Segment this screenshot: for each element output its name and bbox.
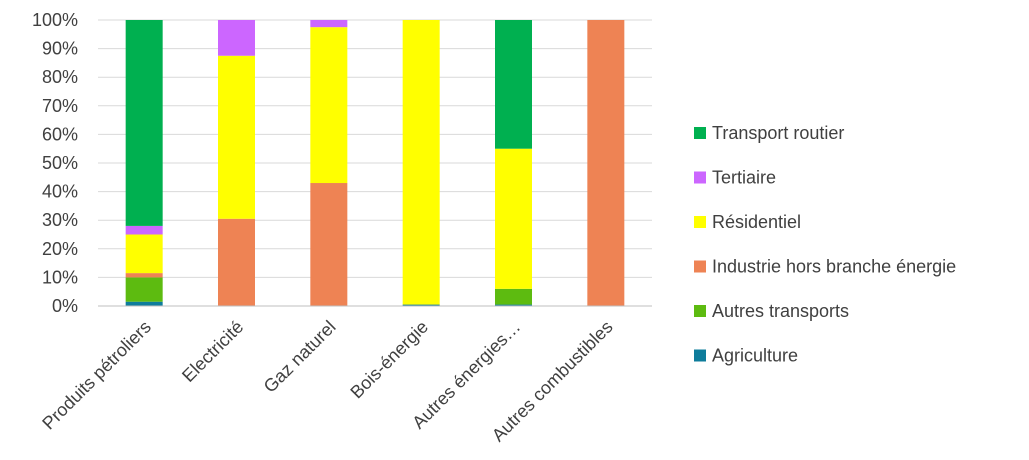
bar-segment — [495, 20, 532, 149]
bar-segment — [218, 55, 255, 219]
bar-segment — [125, 277, 163, 302]
legend-label: Autres transports — [712, 301, 849, 321]
grid-lines — [98, 19, 652, 307]
legend-label: Agriculture — [712, 346, 798, 366]
legend-swatch — [694, 349, 706, 362]
y-tick-label: 20% — [42, 239, 78, 259]
bar-segment — [125, 225, 163, 235]
bar-segment — [402, 20, 440, 305]
bar-segment — [218, 218, 255, 306]
bar-segment — [310, 183, 348, 306]
y-tick-label: 50% — [42, 153, 78, 173]
legend-label: Transport routier — [712, 123, 844, 143]
legend-swatch — [694, 260, 706, 273]
y-axis: 0% 10% 20% 30% 40% 50% 60% 70% 80% 90% 100% — [32, 10, 78, 316]
legend-swatch — [694, 171, 706, 184]
bar-segment — [125, 20, 163, 226]
bar-segment — [310, 27, 348, 184]
bar-segment — [125, 273, 163, 278]
y-tick-label: 0% — [52, 296, 78, 316]
bar-segment — [495, 148, 532, 289]
bar-segment — [218, 20, 255, 56]
x-category-label: Electricité — [178, 317, 247, 386]
legend-swatch — [694, 305, 706, 317]
y-tick-label: 90% — [42, 39, 78, 59]
y-tick-label: 70% — [42, 96, 78, 116]
y-tick-label: 40% — [42, 182, 78, 202]
bar-segment — [495, 288, 532, 305]
y-tick-label: 10% — [42, 267, 78, 287]
y-tick-label: 100% — [32, 10, 78, 30]
legend-label: Industrie hors branche énergie — [712, 257, 956, 277]
legend-label: Résidentiel — [712, 212, 801, 232]
x-category-label: Gaz naturel — [260, 317, 340, 397]
bar-segment — [587, 20, 625, 306]
y-tick-label: 80% — [42, 67, 78, 87]
x-category-label: Produits pétroliers — [38, 317, 155, 434]
y-tick-label: 30% — [42, 210, 78, 230]
bar-segment — [402, 304, 440, 306]
bar-segment — [310, 20, 348, 28]
legend-label: Tertiaire — [712, 168, 776, 188]
bar-segment — [125, 234, 163, 274]
y-tick-label: 60% — [42, 124, 78, 144]
legend-swatch — [694, 216, 706, 228]
x-category-label: Bois-énergie — [346, 317, 432, 403]
bar-segment — [495, 304, 532, 306]
legend: Transport routier Tertiaire Résidentiel Ind… — [694, 123, 956, 366]
bars — [125, 20, 625, 306]
bar-segment — [125, 301, 163, 306]
legend-swatch — [694, 127, 706, 139]
x-axis: Produits pétroliers Electricité Gaz nature… — [38, 305, 652, 445]
